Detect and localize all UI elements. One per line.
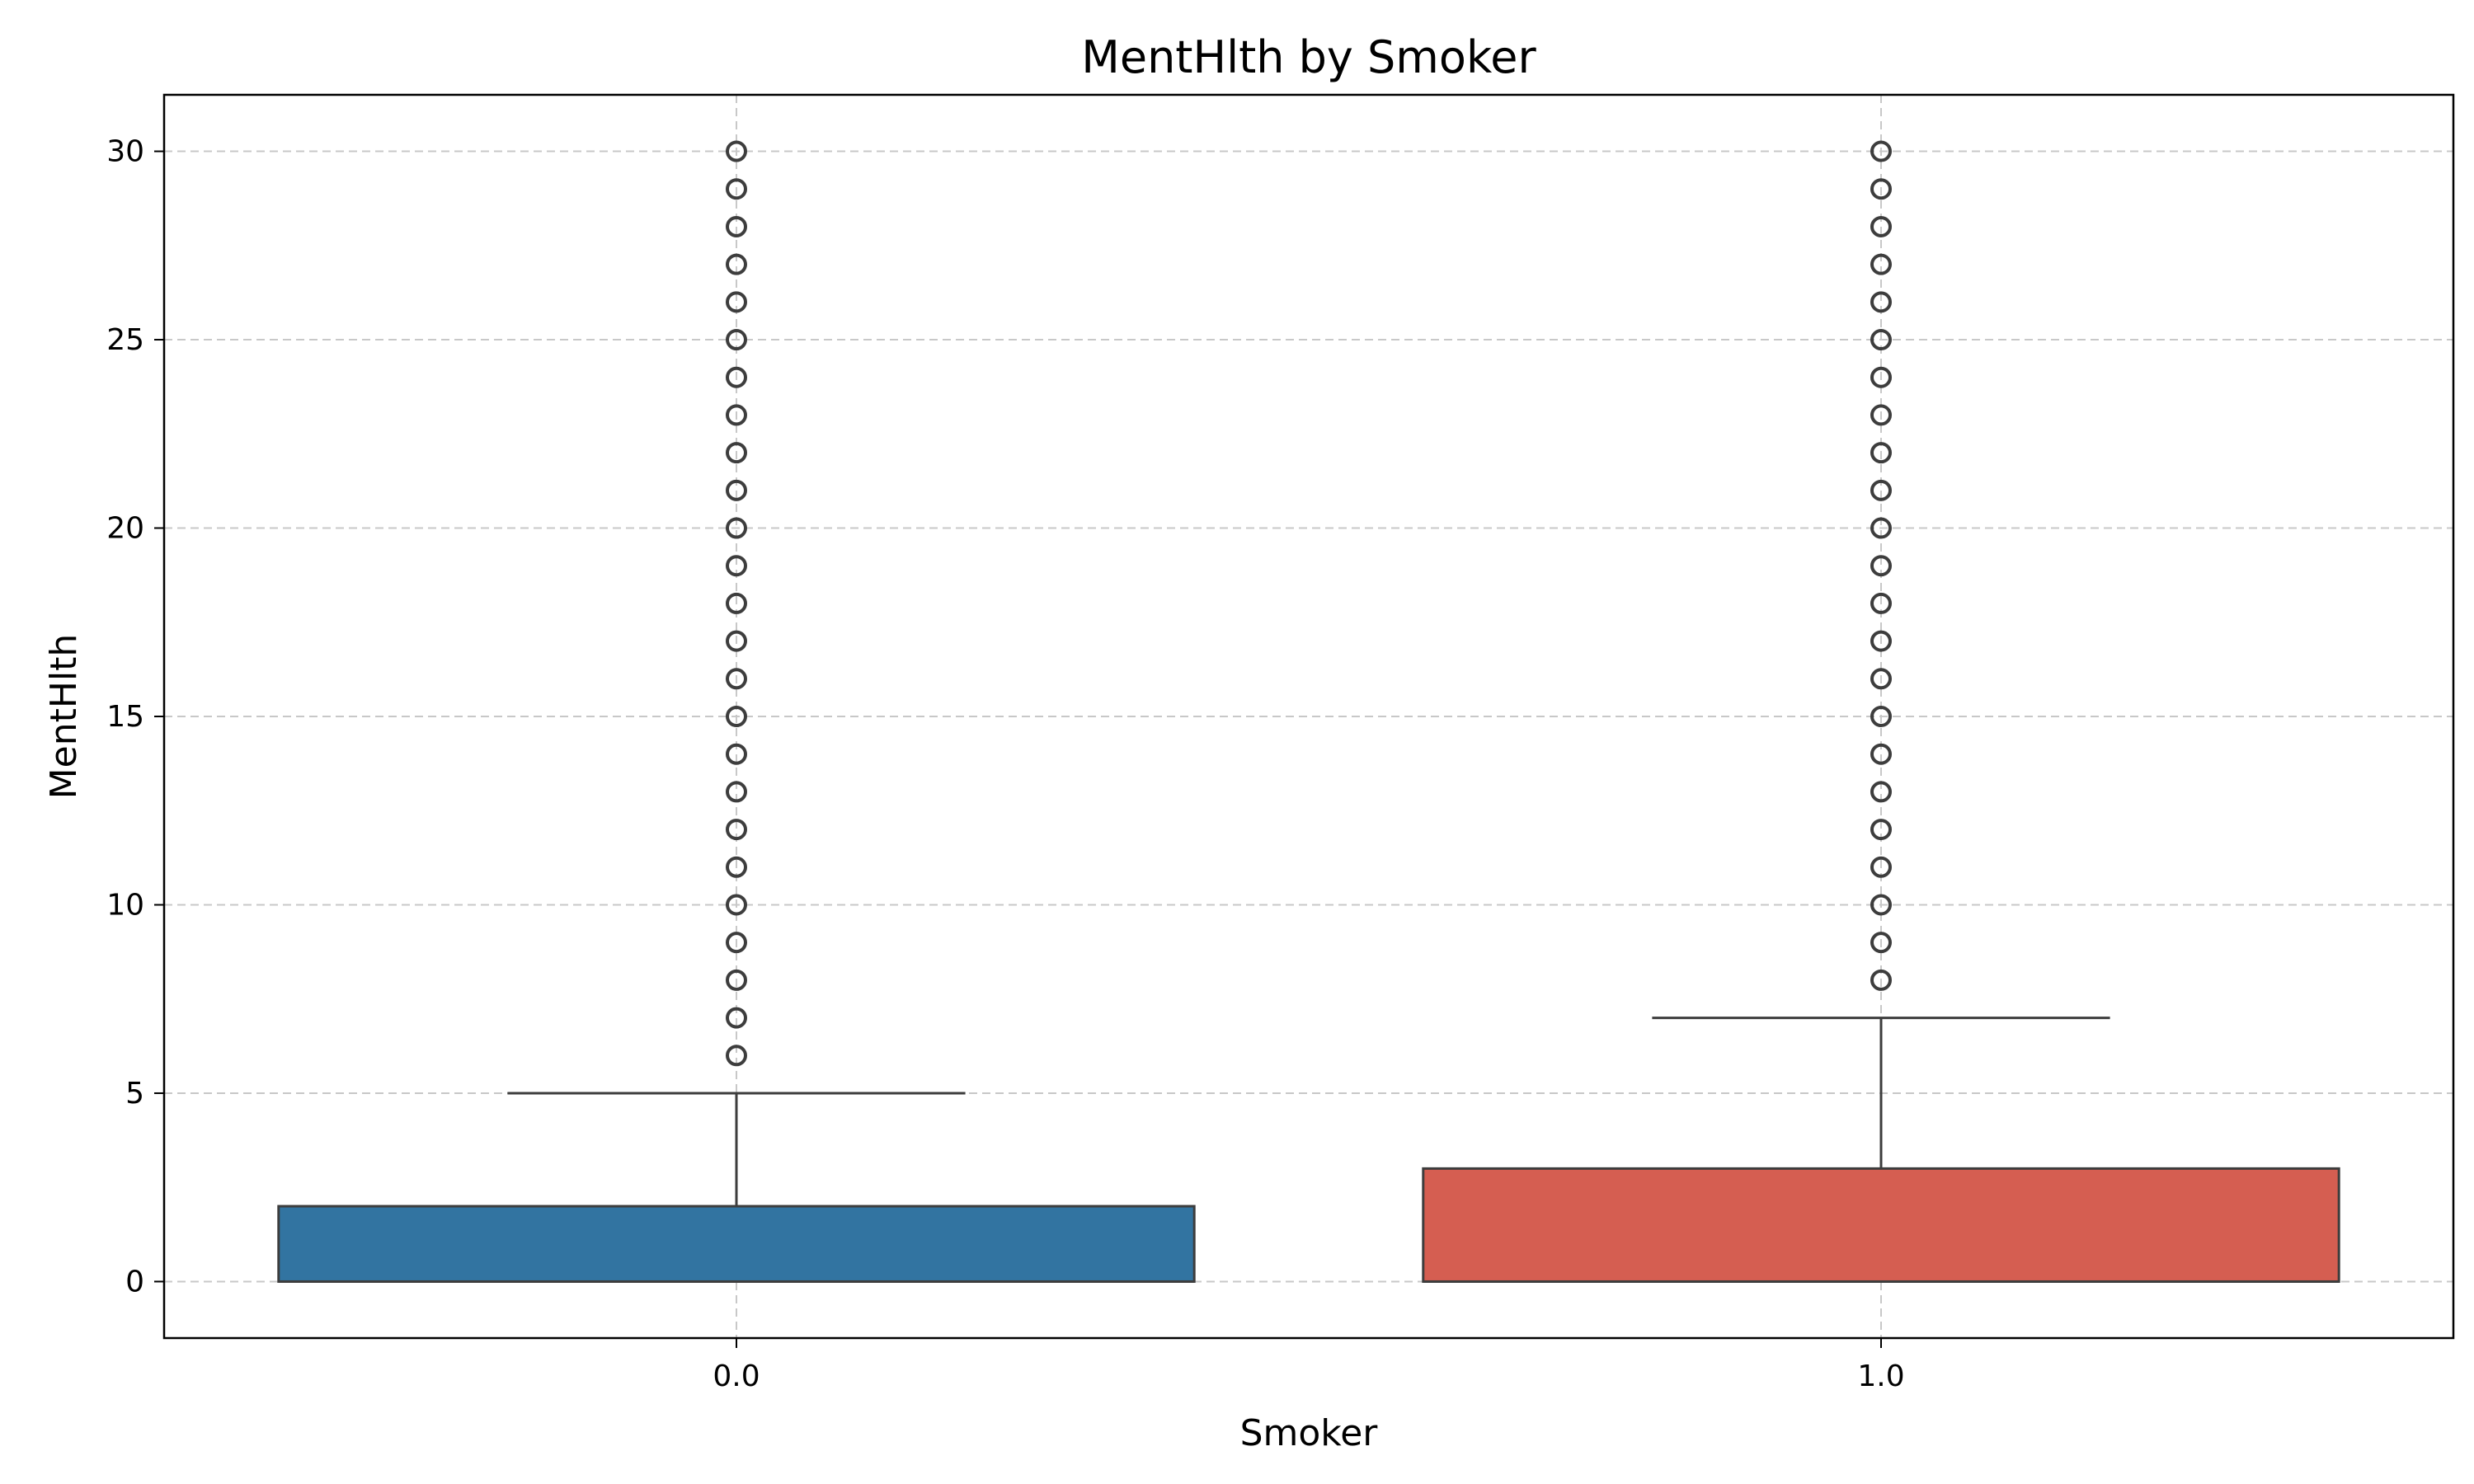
outlier-point: [1870, 932, 1892, 954]
outlier-point: [1870, 140, 1892, 162]
outlier-point: [726, 668, 747, 690]
outlier-point: [726, 329, 747, 351]
outlier-point: [1870, 819, 1892, 841]
outlier-point: [1870, 781, 1892, 803]
outlier-point: [1870, 555, 1892, 577]
x-tick-label: 0.0: [713, 1360, 760, 1393]
outlier-point: [726, 781, 747, 803]
outlier-point: [1870, 442, 1892, 464]
y-tick-label: 15: [106, 700, 144, 734]
y-tick-label: 20: [106, 512, 144, 546]
y-tick-label: 5: [125, 1077, 144, 1111]
box-group-0-0: [277, 140, 1196, 1283]
outlier-point: [726, 743, 747, 765]
y-axis-label: MentHlth: [43, 634, 85, 800]
outlier-point: [1870, 743, 1892, 765]
box-iqr: [277, 1205, 1196, 1283]
outlier-point: [726, 932, 747, 954]
outlier-point: [1870, 253, 1892, 275]
box-iqr: [1422, 1167, 2340, 1283]
outlier-point: [726, 404, 747, 426]
box-group-1-0: [1422, 140, 2340, 1283]
y-tick-label: 30: [106, 135, 144, 169]
outlier-point: [726, 1045, 747, 1067]
outlier-point: [726, 894, 747, 916]
outlier-point: [726, 291, 747, 313]
outlier-point: [1870, 856, 1892, 878]
outlier-point: [1870, 592, 1892, 614]
outlier-point: [1870, 329, 1892, 351]
y-tick-label: 25: [106, 323, 144, 357]
outlier-point: [726, 969, 747, 991]
outlier-point: [726, 630, 747, 652]
outlier-point: [1870, 969, 1892, 991]
x-tick-label: 1.0: [1857, 1360, 1904, 1393]
outlier-point: [726, 442, 747, 464]
outlier-point: [726, 178, 747, 200]
outlier-point: [1870, 630, 1892, 652]
outlier-point: [1870, 215, 1892, 237]
outlier-point: [726, 215, 747, 237]
chart-title: MentHlth by Smoker: [1081, 31, 1536, 83]
outlier-point: [1870, 366, 1892, 388]
y-tick-label: 10: [106, 888, 144, 922]
x-axis-label: Smoker: [1240, 1412, 1379, 1454]
y-axis-ticks: 0 5 10 15 20 25 30: [106, 135, 164, 1298]
outlier-point: [1870, 706, 1892, 727]
outlier-point: [726, 555, 747, 577]
outlier-point: [1870, 178, 1892, 200]
outlier-point: [726, 253, 747, 275]
outlier-point: [726, 706, 747, 727]
box-layer: [277, 140, 2340, 1283]
outlier-point: [1870, 479, 1892, 501]
outlier-point: [1870, 404, 1892, 426]
outlier-point: [726, 140, 747, 162]
outlier-point: [726, 819, 747, 841]
y-tick-label: 0: [125, 1265, 144, 1298]
outlier-point: [726, 479, 747, 501]
outlier-point: [726, 366, 747, 388]
outlier-point: [726, 517, 747, 539]
outlier-point: [726, 856, 747, 878]
outlier-point: [1870, 517, 1892, 539]
outlier-point: [1870, 894, 1892, 916]
outlier-point: [1870, 668, 1892, 690]
outlier-point: [726, 1007, 747, 1029]
outlier-point: [726, 592, 747, 614]
outlier-point: [1870, 291, 1892, 313]
x-axis-ticks: 0.0 1.0: [713, 1338, 1905, 1393]
